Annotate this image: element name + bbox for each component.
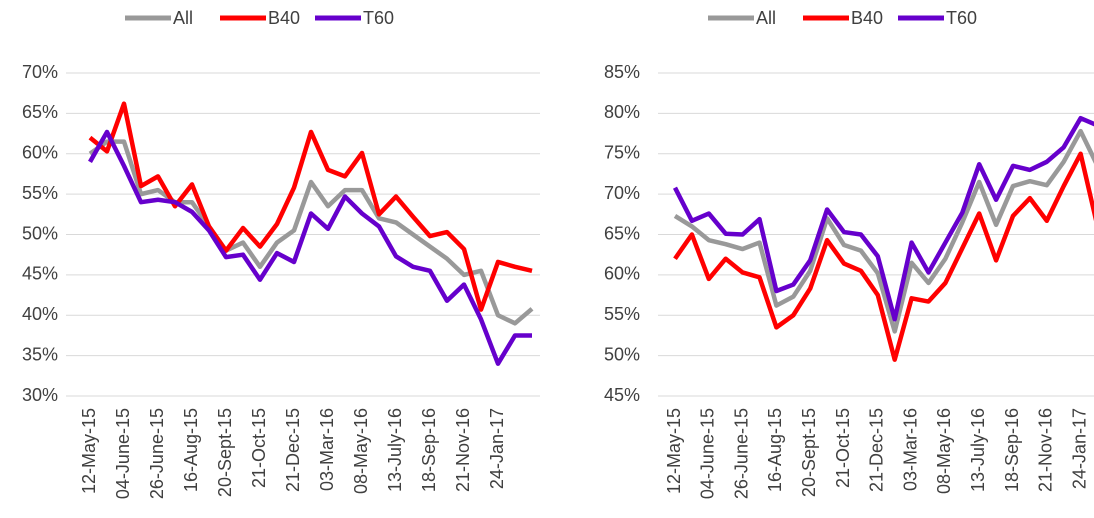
- legend-label: T60: [946, 8, 977, 28]
- x-tick-label: 08-May-16: [351, 408, 371, 494]
- x-tick-label: 20-Sept-15: [215, 408, 235, 497]
- y-tick-label: 60%: [22, 143, 58, 163]
- x-tick-label: 04-June-15: [113, 408, 133, 499]
- x-tick-label: 16-Aug-15: [765, 408, 785, 492]
- y-tick-label: 70%: [22, 62, 58, 82]
- y-tick-label: 50%: [604, 344, 640, 364]
- x-tick-label: 18-Sep-16: [1002, 408, 1022, 492]
- x-tick-label: 20-Sept-15: [799, 408, 819, 497]
- y-tick-label: 55%: [604, 304, 640, 324]
- x-tick-label: 12-May-15: [664, 408, 684, 494]
- y-tick-label: 55%: [22, 183, 58, 203]
- x-tick-label: 03-Mar-16: [900, 408, 920, 491]
- legend-label: All: [756, 8, 776, 28]
- y-tick-label: 80%: [604, 102, 640, 122]
- y-tick-label: 75%: [604, 143, 640, 163]
- y-tick-label: 60%: [604, 264, 640, 284]
- y-tick-label: 65%: [22, 102, 58, 122]
- x-tick-label: 24-Jan-17: [1069, 408, 1089, 489]
- x-tick-label: 03-Mar-16: [317, 408, 337, 491]
- x-tick-label: 21-Oct-15: [249, 408, 269, 488]
- x-tick-label: 04-June-15: [698, 408, 718, 499]
- y-tick-label: 45%: [22, 264, 58, 284]
- x-tick-label: 24-Jan-17: [487, 408, 507, 489]
- x-tick-label: 13-July-16: [385, 408, 405, 492]
- legend-label: B40: [851, 8, 883, 28]
- x-tick-label: 21-Oct-15: [833, 408, 853, 488]
- series-line: [673, 128, 1094, 334]
- x-tick-label: 21-Nov-16: [453, 408, 473, 492]
- x-tick-label: 21-Dec-15: [283, 408, 303, 492]
- y-tick-label: 40%: [22, 304, 58, 324]
- legend-label: All: [173, 8, 193, 28]
- x-tick-label: 21-Dec-15: [867, 408, 887, 492]
- y-tick-label: 65%: [604, 223, 640, 243]
- x-tick-label: 12-May-15: [79, 408, 99, 494]
- y-tick-label: 50%: [22, 223, 58, 243]
- y-tick-label: 45%: [604, 385, 640, 405]
- x-tick-label: 26-June-15: [731, 408, 751, 499]
- y-tick-label: 35%: [22, 344, 58, 364]
- series-line: [673, 151, 1094, 362]
- x-tick-label: 21-Nov-16: [1036, 408, 1056, 492]
- x-tick-label: 13-July-16: [968, 408, 988, 492]
- series-line: [88, 101, 533, 312]
- x-tick-label: 16-Aug-15: [181, 408, 201, 492]
- legend-label: T60: [363, 8, 394, 28]
- x-tick-label: 18-Sep-16: [419, 408, 439, 492]
- x-tick-label: 26-June-15: [147, 408, 167, 499]
- series-line: [672, 115, 1094, 322]
- x-tick-label: 08-May-16: [934, 408, 954, 494]
- series-line: [88, 129, 532, 366]
- legend-label: B40: [268, 8, 300, 28]
- y-tick-label: 85%: [604, 62, 640, 82]
- series-line: [88, 139, 534, 326]
- y-tick-label: 70%: [604, 183, 640, 203]
- y-tick-label: 30%: [22, 385, 58, 405]
